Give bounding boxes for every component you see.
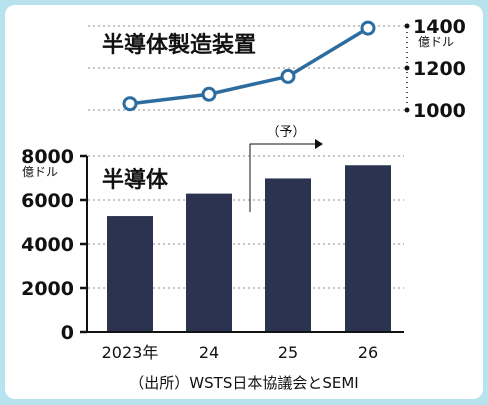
line-point-1	[201, 86, 217, 102]
line-series	[129, 26, 369, 106]
bar-2	[265, 178, 311, 332]
forecast-arrowhead	[315, 139, 323, 149]
line-y-tick-label: 1400	[413, 16, 466, 38]
source-note: （出所）WSTS日本協議会とSEMI	[129, 374, 358, 392]
x-tick-label: 25	[278, 343, 298, 362]
bar-1	[186, 193, 232, 332]
line-y-tick-label: 1000	[413, 100, 466, 122]
line-chart-title: 半導体製造装置	[102, 32, 256, 58]
chart-panel	[5, 5, 483, 399]
x-tick-label: 24	[199, 343, 219, 362]
bar-chart-title: 半導体	[102, 167, 169, 193]
line-point-3	[360, 20, 376, 36]
x-tick-label: 2023年	[102, 343, 159, 362]
x-tick-label: 26	[358, 343, 378, 362]
forecast-bracket	[249, 143, 318, 212]
bar-0	[107, 216, 153, 332]
line-y-tick-dot	[404, 107, 410, 113]
line-point-0	[122, 96, 138, 112]
bar-y-tick-label: 0	[61, 322, 74, 344]
forecast-label: （予）	[266, 125, 305, 140]
bar-y-tick-label: 2000	[21, 278, 74, 300]
bar-3	[345, 165, 391, 332]
line-y-tick-label: 1200	[413, 58, 466, 80]
bar-y-tick-label: 6000	[21, 190, 74, 212]
line-chart-unit: 億ドル	[418, 35, 454, 49]
line-point-2	[280, 68, 296, 84]
bar-y-tick-label: 8000	[21, 146, 74, 168]
line-y-tick-dot	[404, 23, 410, 29]
bar-chart-unit: 億ドル	[22, 165, 58, 179]
bar-y-tick-label: 4000	[21, 234, 74, 256]
